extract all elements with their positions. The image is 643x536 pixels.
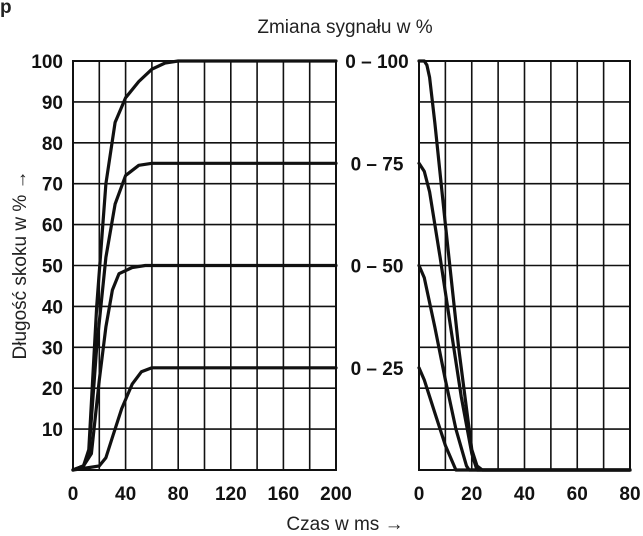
y-tick-label: 100 [31,52,63,73]
x-tick-label: 0 [414,484,425,505]
x-tick-label: 80 [619,484,640,505]
right-curve-0-25 [417,366,632,472]
y-tick-label: 80 [42,134,63,155]
y-axis-title: Długość skoku w % → [10,170,31,359]
series-label: 0 – 50 [351,257,404,278]
left-chart-curves [71,59,338,472]
left-curve-0-25 [71,366,338,472]
x-tick-label: 20 [461,484,482,505]
corner-letter: p [0,0,12,18]
right-chart-grid [418,60,631,471]
series-label: 0 – 25 [351,359,404,380]
right-curve-0-100 [417,59,632,472]
y-tick-label: 60 [42,216,63,237]
y-tick-label: 50 [42,257,63,278]
right-chart-title: Zmiana sygnału w % [257,17,432,38]
x-tick-label: 0 [68,484,79,505]
y-tick-label: 30 [42,338,63,359]
x-tick-label: 160 [268,484,300,505]
right-curve-0-75 [417,161,632,472]
x-tick-label: 120 [215,484,247,505]
y-tick-label: 70 [42,175,63,196]
x-tick-label: 60 [567,484,588,505]
y-tick-label: 90 [42,93,63,114]
y-tick-label: 10 [42,420,63,441]
series-labels: 0 – 100 0 – 75 0 – 50 0 – 25 [345,52,408,380]
right-chart-curves [417,59,632,472]
right-chart-ticks: 0 20 40 60 80 [414,484,641,505]
x-axis-title: Czas w ms → [286,514,403,535]
series-label: 0 – 100 [345,52,408,73]
y-tick-label: 20 [42,379,63,400]
left-curve-0-50 [71,263,338,472]
series-label: 0 – 75 [351,154,404,175]
x-tick-label: 200 [320,484,352,505]
left-chart-ticks: 0 40 80 120 160 200 10 20 30 40 50 60 70 80 90 100 [31,52,352,505]
x-tick-label: 40 [514,484,535,505]
x-tick-label: 40 [115,484,136,505]
x-tick-label: 80 [168,484,189,505]
y-tick-label: 40 [42,297,63,318]
